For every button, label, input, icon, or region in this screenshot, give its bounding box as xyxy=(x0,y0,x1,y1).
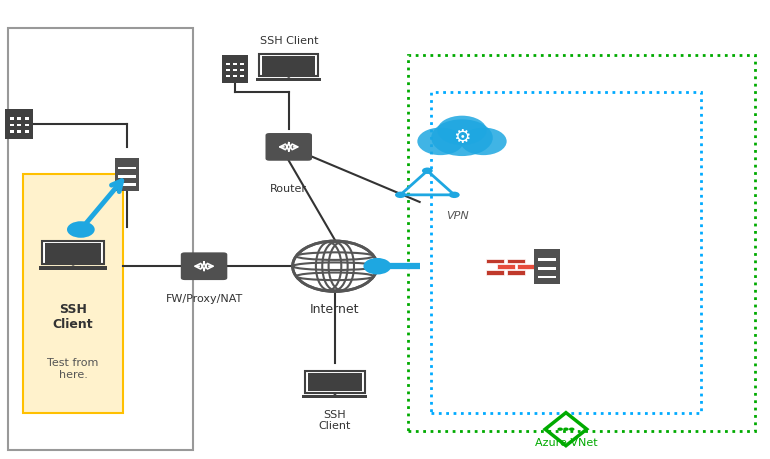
Circle shape xyxy=(67,221,95,238)
FancyBboxPatch shape xyxy=(119,175,136,178)
Bar xyxy=(226,63,229,65)
Circle shape xyxy=(449,192,460,198)
Circle shape xyxy=(287,77,290,79)
Circle shape xyxy=(395,192,406,198)
FancyBboxPatch shape xyxy=(487,258,504,263)
Bar xyxy=(240,75,244,77)
FancyBboxPatch shape xyxy=(45,243,101,263)
Circle shape xyxy=(569,427,574,431)
FancyBboxPatch shape xyxy=(181,252,227,280)
Bar xyxy=(226,69,229,71)
FancyBboxPatch shape xyxy=(517,264,535,269)
FancyBboxPatch shape xyxy=(262,56,316,75)
Text: SSH
Client: SSH Client xyxy=(53,303,93,331)
FancyBboxPatch shape xyxy=(115,158,139,191)
FancyBboxPatch shape xyxy=(303,395,367,398)
Bar xyxy=(17,118,22,120)
Bar xyxy=(240,69,244,71)
FancyBboxPatch shape xyxy=(119,167,136,169)
Text: VPN: VPN xyxy=(447,211,470,221)
Bar xyxy=(25,124,29,126)
Text: ⚙: ⚙ xyxy=(454,128,470,147)
FancyBboxPatch shape xyxy=(266,133,312,161)
Circle shape xyxy=(72,265,75,267)
Text: Azure VNet: Azure VNet xyxy=(534,437,598,448)
Text: SSH
Client: SSH Client xyxy=(319,410,351,431)
Bar xyxy=(25,118,29,120)
FancyBboxPatch shape xyxy=(308,373,362,392)
Text: FW/Proxy/NAT: FW/Proxy/NAT xyxy=(166,294,243,304)
Bar xyxy=(240,63,244,65)
Bar xyxy=(17,130,22,133)
Bar xyxy=(9,124,14,126)
FancyBboxPatch shape xyxy=(256,78,321,81)
FancyBboxPatch shape xyxy=(534,249,560,284)
FancyBboxPatch shape xyxy=(537,267,556,270)
FancyBboxPatch shape xyxy=(306,370,364,392)
Text: Test from
here.: Test from here. xyxy=(48,358,99,380)
Bar xyxy=(25,130,29,133)
FancyBboxPatch shape xyxy=(39,266,107,270)
Bar xyxy=(233,63,237,65)
Circle shape xyxy=(363,258,391,274)
Text: Router: Router xyxy=(270,184,307,194)
FancyBboxPatch shape xyxy=(23,174,123,413)
Text: SSH Client: SSH Client xyxy=(259,36,318,46)
Circle shape xyxy=(460,128,507,155)
Bar xyxy=(226,75,229,77)
Circle shape xyxy=(333,394,336,396)
FancyBboxPatch shape xyxy=(507,270,525,275)
FancyBboxPatch shape xyxy=(537,275,556,278)
FancyBboxPatch shape xyxy=(497,264,514,269)
Circle shape xyxy=(422,168,433,174)
Circle shape xyxy=(557,427,563,431)
FancyBboxPatch shape xyxy=(507,258,525,263)
Text: Internet: Internet xyxy=(310,303,360,316)
FancyBboxPatch shape xyxy=(537,258,556,261)
Circle shape xyxy=(437,116,487,145)
FancyBboxPatch shape xyxy=(487,270,504,275)
FancyBboxPatch shape xyxy=(259,54,318,76)
FancyBboxPatch shape xyxy=(222,55,248,83)
Bar xyxy=(233,75,237,77)
Bar xyxy=(17,124,22,126)
FancyBboxPatch shape xyxy=(42,241,104,264)
FancyBboxPatch shape xyxy=(5,109,33,139)
Circle shape xyxy=(417,128,464,155)
FancyBboxPatch shape xyxy=(119,183,136,186)
Bar xyxy=(9,118,14,120)
Bar xyxy=(9,130,14,133)
Circle shape xyxy=(563,427,569,431)
Circle shape xyxy=(431,119,493,156)
Bar xyxy=(233,69,237,71)
